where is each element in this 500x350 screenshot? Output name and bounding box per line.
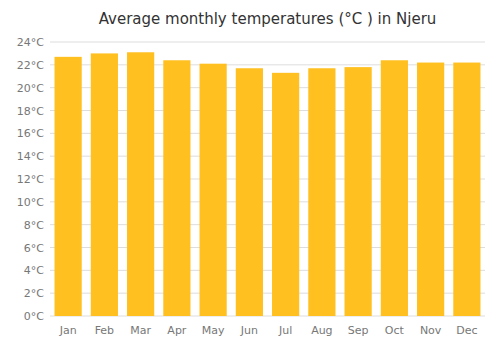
- bar: [91, 53, 118, 316]
- y-axis: 0°C 2°C 4°C 6°C 8°C 10°C 12°C 14°C 16°C 18°C 20°C 2…: [17, 36, 485, 323]
- bar: [127, 52, 154, 316]
- x-axis: Jan Feb Mar Apr May Jun Jul Aug Sep Oct Nov Dec: [59, 324, 478, 337]
- x-tick-label: Feb: [95, 324, 114, 337]
- x-tick-label: Mar: [130, 324, 151, 337]
- y-tick-label: 22°C: [17, 59, 44, 72]
- y-tick-label: 0°C: [24, 310, 44, 323]
- y-tick-label: 6°C: [24, 242, 44, 255]
- bar: [163, 60, 190, 316]
- bar: [308, 68, 335, 316]
- bar: [453, 63, 480, 316]
- chart: Average monthly temperatures (°C ) in Nj…: [0, 0, 500, 350]
- x-tick-label: Aug: [311, 324, 332, 337]
- x-tick-label: Jul: [278, 324, 292, 337]
- x-tick-label: Dec: [456, 324, 477, 337]
- x-tick-label: Jun: [240, 324, 258, 337]
- bar: [272, 73, 299, 316]
- x-tick-label: Sep: [348, 324, 369, 337]
- bars: [55, 52, 481, 316]
- y-tick-label: 16°C: [17, 127, 44, 140]
- x-tick-label: Jan: [59, 324, 77, 337]
- bar: [345, 67, 372, 316]
- y-tick-label: 14°C: [17, 150, 44, 163]
- y-tick-label: 20°C: [17, 82, 44, 95]
- x-tick-label: Oct: [385, 324, 405, 337]
- y-tick-label: 4°C: [24, 264, 44, 277]
- bar: [236, 68, 263, 316]
- x-tick-label: May: [202, 324, 225, 337]
- bar: [200, 64, 227, 316]
- bar: [417, 63, 444, 316]
- bar: [381, 60, 408, 316]
- y-tick-label: 18°C: [17, 105, 44, 118]
- y-tick-label: 24°C: [17, 36, 44, 49]
- y-tick-label: 2°C: [24, 287, 44, 300]
- x-tick-label: Apr: [167, 324, 187, 337]
- grid-line: [50, 42, 485, 43]
- x-tick-label: Nov: [420, 324, 442, 337]
- title: Average monthly temperatures (°C ) in Nj…: [99, 10, 437, 28]
- y-tick-label: 12°C: [17, 173, 44, 186]
- bar: [55, 57, 82, 316]
- y-tick-label: 8°C: [24, 219, 44, 232]
- y-tick-label: 10°C: [17, 196, 44, 209]
